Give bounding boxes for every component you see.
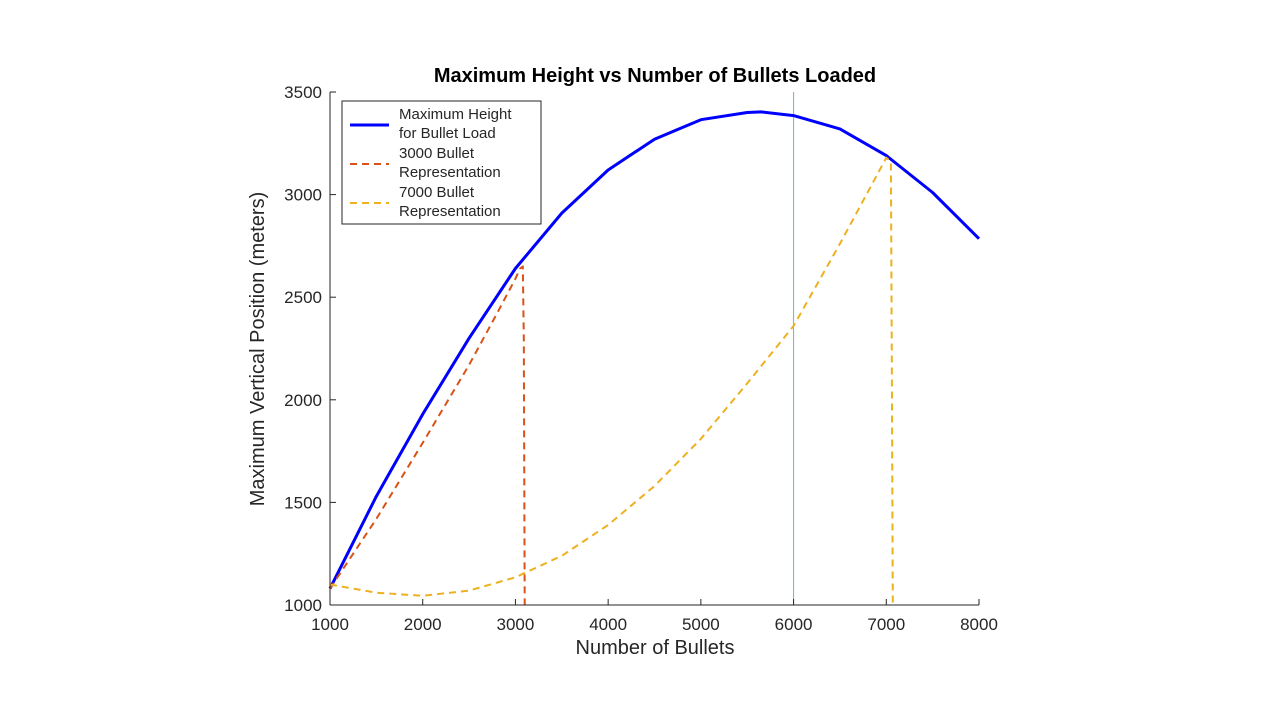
y-tick-label: 1000: [284, 596, 322, 615]
y-tick-label: 2500: [284, 288, 322, 307]
legend-label-3: 7000 Bullet Representation: [399, 184, 501, 220]
y-tick-label: 2000: [284, 391, 322, 410]
x-tick-label: 4000: [589, 615, 627, 634]
series-line-3: [329, 156, 894, 606]
tick-labels: 1000 2000 3000 4000 5000 6000 7000 8000 1000 1500…: [284, 83, 998, 634]
x-tick-label: 3000: [497, 615, 535, 634]
series-line-1: [328, 110, 981, 590]
x-tick-label: 1000: [311, 615, 349, 634]
chart-title: Maximum Height vs Number of Bullets Load…: [434, 65, 876, 87]
x-tick-label: 2000: [404, 615, 442, 634]
legend-label-1: Maximum Height for Bullet Load: [399, 106, 512, 142]
x-tick-label: 7000: [867, 615, 905, 634]
series-line-2: [329, 265, 526, 606]
y-axis-label: Maximum Vertical Position (meters): [247, 192, 269, 507]
x-axis-label: Number of Bullets: [576, 637, 735, 659]
y-tick-label: 3000: [284, 186, 322, 205]
y-tick-label: 3500: [284, 83, 322, 102]
series-layer: [328, 110, 981, 606]
x-tick-label: 6000: [775, 615, 813, 634]
axes: [329, 91, 980, 606]
x-tick-label: 5000: [682, 615, 720, 634]
legend-label-2: 3000 Bullet Representation: [399, 145, 501, 181]
x-tick-label: 8000: [960, 615, 998, 634]
y-tick-label: 1500: [284, 493, 322, 512]
